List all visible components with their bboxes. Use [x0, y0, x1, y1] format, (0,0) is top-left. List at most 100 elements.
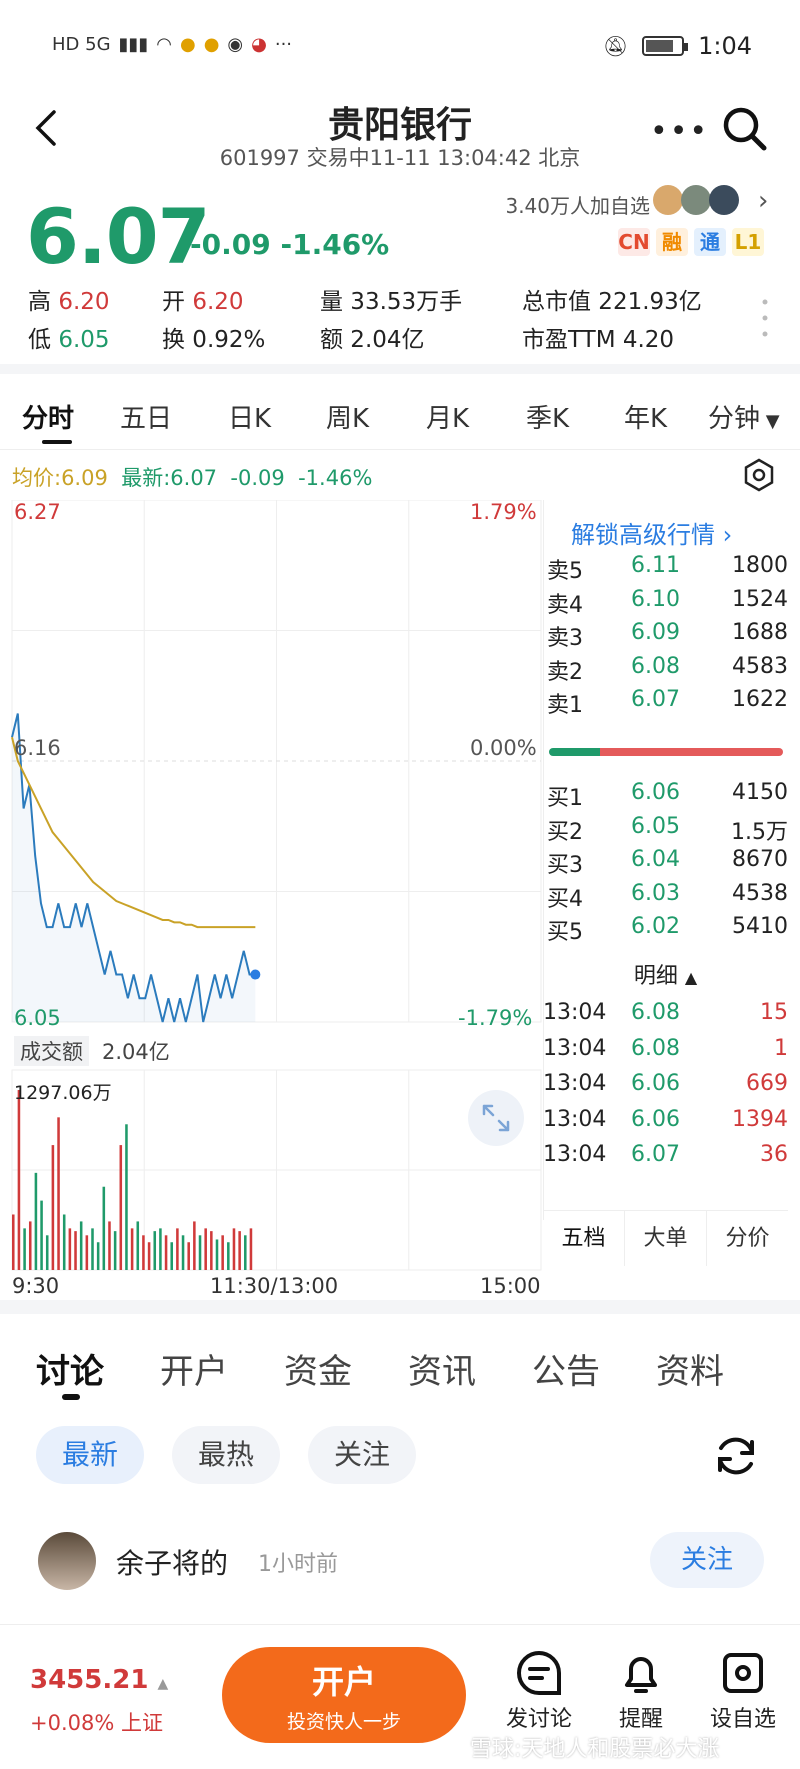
trade-volume: 1394 — [732, 1106, 788, 1132]
chip-following[interactable]: 关注 — [308, 1426, 417, 1484]
add-watchlist-label: 设自选 — [709, 1707, 776, 1732]
stat-turnover: 换 0.92% — [162, 327, 266, 353]
volume-bar — [181, 1235, 185, 1270]
detail-title: 明细 — [633, 964, 678, 989]
trade-price: 6.07 — [631, 1142, 680, 1167]
chip-latest[interactable]: 最新 — [36, 1426, 145, 1484]
alert-button[interactable]: 提醒 — [596, 1649, 686, 1733]
tab-daily[interactable]: 日K — [228, 404, 272, 434]
trade-price: 6.08 — [631, 1000, 680, 1025]
level-price: 6.07 — [631, 687, 680, 712]
refresh-icon[interactable] — [712, 1432, 760, 1480]
volume-bar — [51, 1145, 55, 1270]
stat-amount: 额 2.04亿 — [320, 327, 425, 353]
expand-dots-icon[interactable] — [762, 298, 768, 338]
detail-header[interactable]: 明细 ▲ — [543, 958, 788, 990]
trade-volume: 15 — [760, 1000, 788, 1025]
volume-bar — [125, 1124, 128, 1270]
ask-row: 卖1 6.07 1622 — [543, 687, 788, 721]
wifi-icon: ◠ — [156, 34, 172, 55]
x-label-mid: 11:30/13:00 — [210, 1274, 339, 1298]
index-number: 3455.21 — [30, 1665, 149, 1695]
tab-minute[interactable]: 分钟 ▼ — [708, 398, 780, 435]
clock: 1:04 — [698, 32, 752, 60]
order-book: 解锁高级行情 › 卖5 6.11 1800 卖4 6.10 1524 卖3 6.09 1688 卖… — [543, 500, 800, 1270]
stat-open: 开 6.20 — [162, 282, 244, 316]
open-account-button[interactable]: 开户 投资快人一步 — [222, 1647, 466, 1743]
tab-5day[interactable]: 五日 — [120, 404, 173, 434]
post-author[interactable]: 余子将的 — [116, 1547, 229, 1580]
tab-quarterly[interactable]: 季K — [526, 404, 570, 434]
stat-high-value: 6.20 — [58, 289, 110, 315]
chevron-right-icon[interactable]: › — [758, 186, 769, 216]
trade-row: 13:04 6.07 36 — [543, 1142, 788, 1176]
signal-icon: ▮▮▮ — [118, 34, 149, 55]
discussion-post[interactable]: 余子将的 1小时前 关注 — [0, 1524, 800, 1608]
current-price: 6.07 — [26, 192, 211, 281]
tab-announcements[interactable]: 公告 — [532, 1352, 600, 1392]
volume-max: 1297.06万 — [14, 1082, 112, 1104]
unlock-advanced-link[interactable]: 解锁高级行情 › — [571, 515, 732, 550]
follower-avatars[interactable] — [652, 182, 748, 218]
network-label: HD 5G — [52, 34, 111, 55]
tab-yearly[interactable]: 年K — [624, 404, 668, 434]
avatar[interactable] — [38, 1532, 96, 1590]
tab-profile[interactable]: 资料 — [656, 1352, 724, 1392]
level-price: 6.05 — [631, 813, 680, 839]
settings-icon[interactable] — [742, 458, 776, 492]
stat-high: 高 6.20 — [28, 282, 110, 316]
price-line — [11, 713, 256, 1023]
tab-price-distribution[interactable]: 分价 — [725, 1226, 770, 1251]
volume-bar — [12, 1214, 15, 1270]
search-icon[interactable] — [720, 104, 770, 154]
volume-bar — [244, 1235, 247, 1270]
index-value[interactable]: 3455.21 ▲ — [30, 1665, 168, 1695]
level-volume: 4583 — [732, 653, 788, 679]
chip-hot[interactable]: 最热 — [172, 1426, 281, 1484]
triangle-up-icon: ▲ — [157, 1676, 169, 1692]
stat-open-label: 开 — [162, 289, 185, 315]
change-value: -0.09 — [190, 228, 271, 261]
followers-count[interactable]: 3.40万人加自选 — [505, 194, 650, 218]
level-volume: 5410 — [732, 914, 788, 939]
stat-market-cap: 总市值 221.93亿 — [522, 289, 702, 315]
ask-row: 卖2 6.08 4583 — [543, 654, 788, 688]
volume-bar — [153, 1231, 157, 1270]
tab-large-orders[interactable]: 大单 — [625, 1211, 707, 1266]
level-label: 买3 — [547, 853, 583, 878]
page-title: 贵阳银行 — [327, 105, 472, 146]
level-label: 买1 — [547, 786, 583, 811]
bid-row: 买1 6.06 4150 — [543, 780, 788, 814]
tab-weekly[interactable]: 周K — [326, 404, 370, 434]
tab-open-account[interactable]: 开户 — [160, 1352, 228, 1392]
trade-row: 13:04 6.08 15 — [543, 1000, 788, 1034]
tab-discussion[interactable]: 讨论 — [36, 1352, 104, 1392]
pct-bot-label: -1.79% — [458, 1006, 533, 1030]
tab-intraday[interactable]: 分时 — [22, 404, 75, 434]
badge-cn: CN — [618, 228, 650, 256]
trade-time: 13:04 — [543, 1035, 607, 1061]
tab-five-levels[interactable]: 五档 — [543, 1211, 625, 1266]
volume-bar — [45, 1235, 49, 1270]
change-percent: -1.46% — [280, 228, 390, 261]
volume-bar — [142, 1235, 145, 1270]
chart-svg — [11, 500, 542, 1271]
level-label: 买4 — [547, 886, 583, 912]
add-watchlist-button[interactable]: 设自选 — [698, 1649, 788, 1733]
back-icon[interactable] — [28, 108, 68, 148]
tab-monthly[interactable]: 月K — [426, 404, 470, 434]
intraday-chart[interactable]: 6.27 6.16 6.05 1.79% 0.00% -1.79% 成交额 2.… — [0, 500, 545, 1300]
volume-bar — [170, 1242, 174, 1270]
more-icon[interactable]: ••• — [650, 114, 710, 149]
tab-funds[interactable]: 资金 — [284, 1352, 352, 1392]
level-price: 6.06 — [631, 780, 680, 805]
volume-bar — [74, 1231, 77, 1270]
tab-news[interactable]: 资讯 — [408, 1352, 476, 1392]
active-tab-indicator — [42, 440, 72, 444]
volume-bar — [28, 1221, 32, 1270]
follow-button[interactable]: 关注 — [650, 1532, 764, 1588]
post-discussion-button[interactable]: 发讨论 — [494, 1649, 584, 1733]
fullscreen-icon[interactable] — [466, 1088, 526, 1148]
volume-bar — [113, 1231, 117, 1270]
stat-volume: 量 33.53万手 — [320, 289, 463, 315]
